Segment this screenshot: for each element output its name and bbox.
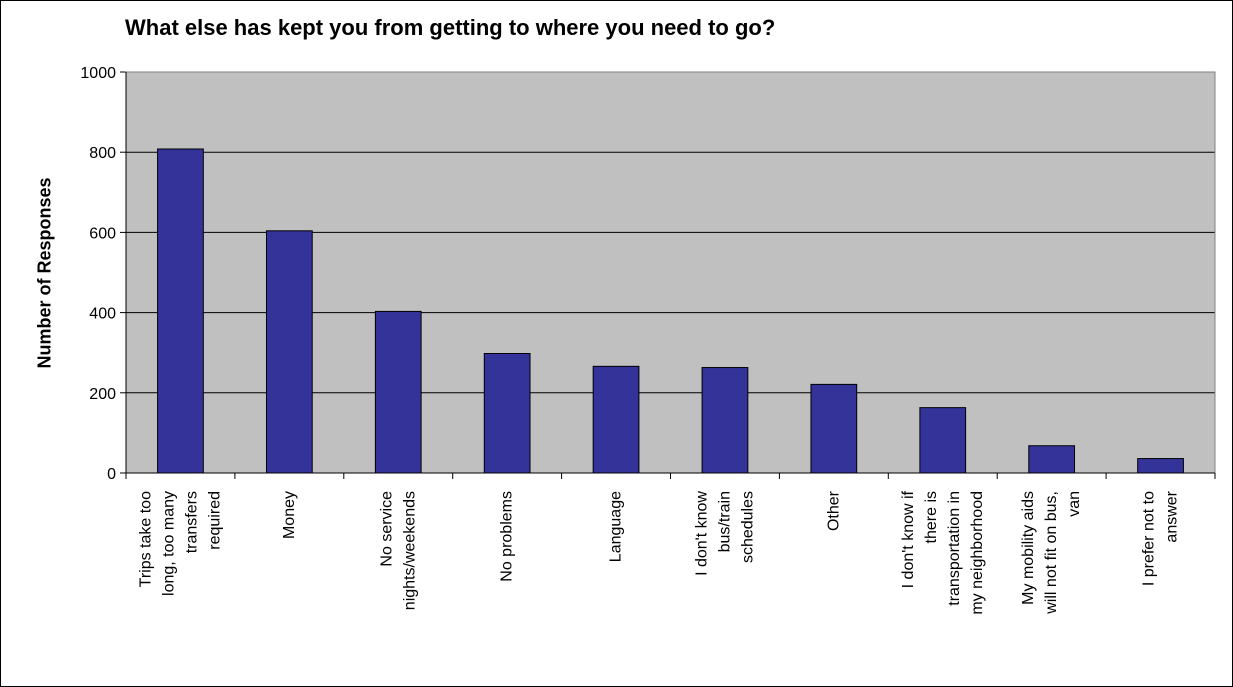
category-label: Language [608, 491, 625, 562]
category-label: schedules [739, 491, 756, 563]
category-label: No service [378, 491, 395, 567]
category-label: transportation in [946, 491, 963, 606]
category-label: there is [923, 491, 940, 543]
category-label: Other [825, 490, 842, 531]
chart-title: What else has kept you from getting to w… [125, 15, 776, 40]
y-tick-label: 600 [89, 225, 116, 242]
category-label: Trips take too [137, 491, 154, 587]
y-tick-label: 1000 [80, 65, 116, 82]
bar [919, 407, 967, 474]
bar [1137, 458, 1184, 474]
category-label: long, too many [160, 491, 177, 596]
y-tick-label: 400 [89, 306, 116, 323]
category-label: Money [281, 491, 298, 539]
category-label: I don't know [693, 491, 710, 576]
category-label: my neighborhood [969, 491, 986, 615]
bar [157, 148, 204, 474]
bar [810, 383, 858, 474]
category-label: I don't know if [900, 490, 917, 588]
bar [265, 230, 313, 474]
y-tick-label: 0 [107, 466, 116, 483]
category-label: will not fit on bus, [1043, 491, 1060, 615]
category-label: bus/train [716, 491, 733, 552]
bar [483, 353, 531, 474]
y-tick-label: 200 [89, 386, 116, 403]
bar [374, 310, 422, 474]
category-label: required [206, 491, 223, 550]
bar [592, 365, 640, 474]
bar [701, 367, 749, 474]
category-label: No problems [499, 491, 516, 582]
category-label: My mobility aids [1020, 491, 1037, 605]
category-label: van [1066, 491, 1083, 517]
category-label: transfers [183, 491, 200, 553]
bar [1028, 445, 1076, 474]
category-label: nights/weekends [401, 491, 418, 610]
category-label: I prefer not to [1141, 491, 1158, 586]
category-label: answer [1164, 490, 1181, 542]
y-tick-label: 800 [89, 145, 116, 162]
